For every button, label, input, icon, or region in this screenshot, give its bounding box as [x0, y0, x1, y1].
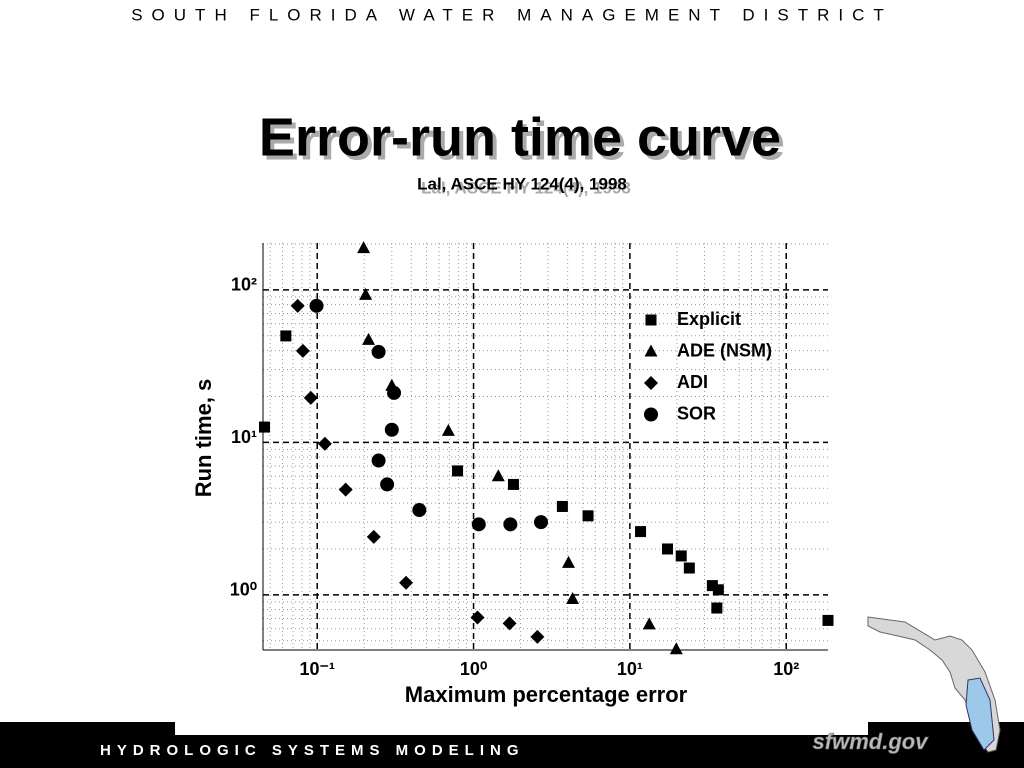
plot: 10⁻¹ 10⁰ 10¹ 10² 10⁰ 10¹ 10² Explicit ADE (NSM) A…: [230, 241, 834, 679]
diamond-marker: [366, 529, 381, 544]
square-marker: [452, 465, 464, 477]
square-marker: [582, 510, 594, 522]
chart-title: Error-run time curve: [259, 107, 781, 167]
x-tick-label: 10⁻¹: [299, 659, 335, 679]
circle-marker: [412, 503, 427, 518]
triangle-marker: [359, 287, 373, 300]
header-text: SOUTH FLORIDA WATER MANAGEMENT DISTRICT: [131, 5, 893, 24]
circle-marker: [644, 407, 658, 422]
x-axis-label: Maximum percentage error: [405, 682, 688, 707]
square-marker: [675, 550, 687, 562]
circle-marker: [384, 422, 399, 437]
square-marker: [556, 500, 568, 512]
square-marker: [258, 421, 270, 433]
square-marker: [645, 314, 657, 326]
square-marker: [280, 330, 292, 342]
y-tick-label: 10²: [231, 275, 257, 295]
footer-bar-left: [0, 722, 175, 736]
triangle-marker: [357, 241, 371, 254]
circle-marker: [371, 453, 386, 468]
legend-label: Explicit: [677, 309, 741, 329]
x-tick-label: 10²: [773, 659, 799, 679]
diamond-marker: [317, 436, 332, 451]
triangle-marker: [491, 469, 505, 482]
diamond-marker: [338, 482, 353, 497]
circle-marker: [380, 477, 395, 492]
website-logo: sfwmd.gov: [813, 729, 930, 754]
square-marker: [683, 562, 695, 574]
diamond-marker: [303, 390, 318, 405]
y-tick-label: 10⁰: [230, 580, 257, 600]
triangle-marker: [562, 555, 576, 568]
subtitle-shadow: Lal, ASCE HY 124(4), 1998: [421, 178, 631, 197]
square-marker: [712, 584, 724, 596]
square-marker: [661, 543, 673, 555]
triangle-marker: [642, 617, 656, 630]
square-marker: [507, 478, 519, 490]
circle-marker: [387, 385, 402, 400]
y-axis-label: Run time, s: [191, 379, 216, 498]
diamond-marker: [290, 298, 305, 313]
diamond-marker: [502, 616, 517, 631]
diamond-marker: [399, 575, 414, 590]
x-tick-label: 10⁰: [460, 659, 487, 679]
title-shadow: Error-run time curve: [263, 111, 785, 171]
triangle-marker: [362, 332, 376, 345]
square-marker: [711, 602, 723, 614]
footer-bar: [0, 735, 1024, 768]
triangle-marker: [669, 642, 683, 655]
legend-label: SOR: [677, 403, 716, 423]
triangle-marker: [566, 591, 580, 604]
circle-marker: [371, 344, 386, 359]
y-tick-label: 10¹: [231, 427, 257, 447]
square-marker: [706, 580, 718, 592]
triangle-marker: [441, 423, 455, 436]
district-map: [965, 677, 995, 751]
square-marker: [635, 526, 647, 538]
diamond-marker: [644, 376, 658, 390]
circle-marker: [503, 517, 518, 532]
triangle-marker: [644, 344, 658, 357]
circle-marker: [533, 515, 548, 530]
diamond-marker: [530, 629, 545, 644]
legend-label: ADI: [677, 372, 708, 392]
legend-label: ADE (NSM): [677, 340, 772, 360]
diamond-marker: [470, 610, 485, 625]
diamond-marker: [295, 343, 310, 358]
footer-text: HYDROLOGIC SYSTEMS MODELING: [100, 742, 525, 759]
x-tick-label: 10¹: [617, 659, 643, 679]
circle-marker: [309, 298, 324, 313]
square-marker: [822, 614, 834, 626]
chart-subtitle: Lal, ASCE HY 124(4), 1998: [417, 174, 627, 193]
circle-marker: [471, 517, 486, 532]
